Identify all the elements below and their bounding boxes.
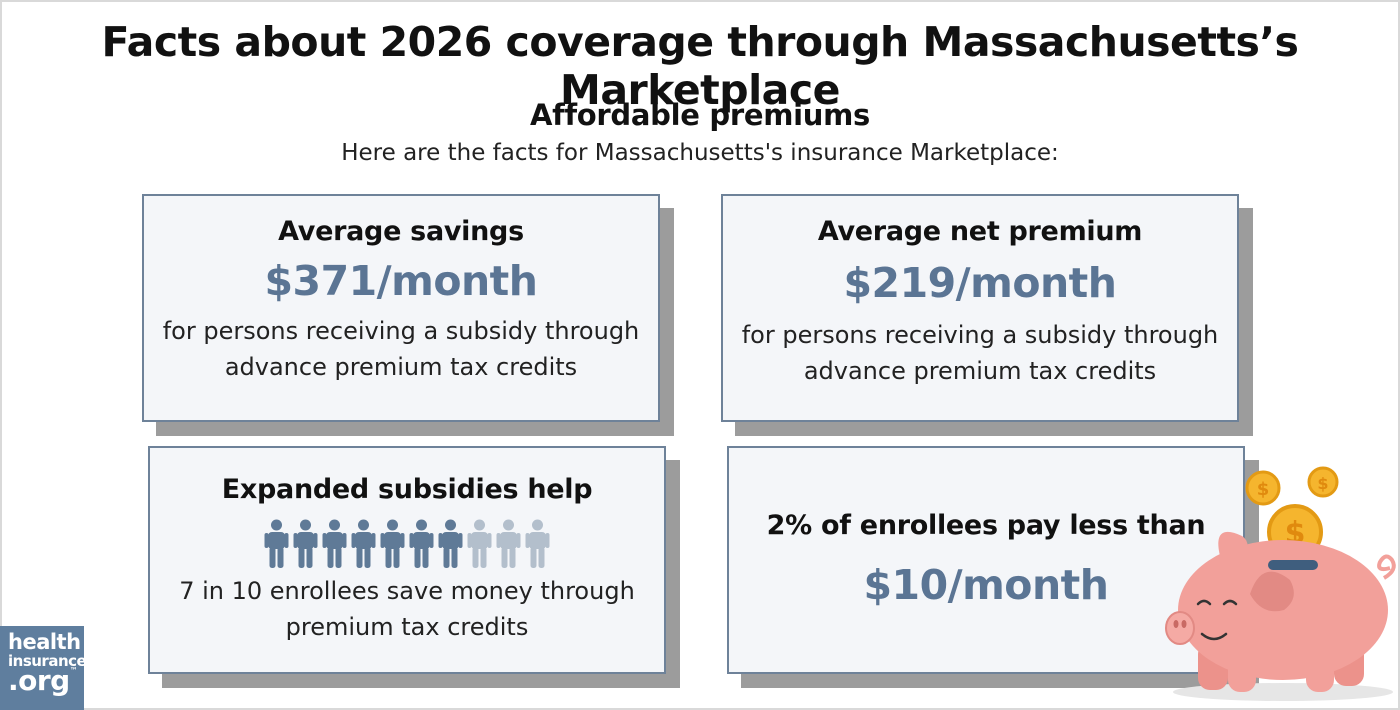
logo-line: health xyxy=(8,630,81,654)
piggy-bank-icon: $ $ $ xyxy=(1165,466,1396,701)
card-text-line: advance premium tax credits xyxy=(803,357,1157,385)
person-icon-highlighted xyxy=(322,519,347,568)
healthinsurance-org-logo: health insurance .org™ xyxy=(0,626,87,710)
person-icon-highlighted xyxy=(293,519,318,568)
average-net-premium-card: Average net premium $219/month for perso… xyxy=(721,194,1239,422)
person-icon xyxy=(525,519,550,568)
card-heading: Expanded subsidies help xyxy=(221,474,593,505)
svg-text:$: $ xyxy=(1317,474,1328,493)
coin-icon: $ xyxy=(1245,470,1281,506)
person-icon-highlighted xyxy=(380,519,405,568)
person-icon-highlighted xyxy=(264,519,289,568)
expanded-subsidies-card: Expanded subsidies help 7 in 10 enrollee… xyxy=(148,446,666,674)
coin-icon: $ xyxy=(1307,466,1339,498)
person-icon xyxy=(467,519,492,568)
people-pictogram xyxy=(150,519,664,569)
logo-line: .org xyxy=(8,664,70,697)
person-icon-highlighted xyxy=(351,519,376,568)
person-icon-highlighted xyxy=(409,519,434,568)
person-icon-highlighted xyxy=(438,519,463,568)
intro-text: Here are the facts for Massachusetts's i… xyxy=(341,140,1059,166)
card-text-line: advance premium tax credits xyxy=(224,353,578,381)
card-heading: Average savings xyxy=(278,216,524,247)
card-heading: 2% of enrollees pay less than xyxy=(766,510,1206,541)
svg-text:$: $ xyxy=(1257,479,1270,500)
page-title: Facts about 2026 coverage through Massac… xyxy=(101,18,1299,114)
person-icon xyxy=(496,519,521,568)
card-heading: Average net premium xyxy=(817,216,1143,247)
low-premium-enrollees-card: 2% of enrollees pay less than $10/month xyxy=(727,446,1245,674)
logo-line: insurance xyxy=(8,652,87,670)
card-text-line: premium tax credits xyxy=(285,613,529,641)
card-value: $10/month xyxy=(863,561,1109,609)
section-subtitle: Affordable premiums xyxy=(529,98,870,132)
average-savings-card: Average savings $371/month for persons r… xyxy=(142,194,660,422)
card-text-line: for persons receiving a subsidy through xyxy=(162,317,640,345)
card-value: $219/month xyxy=(843,259,1117,307)
trademark: ™ xyxy=(69,666,78,675)
card-value: $371/month xyxy=(264,257,538,305)
card-text-line: 7 in 10 enrollees save money through xyxy=(179,577,635,605)
card-text-line: for persons receiving a subsidy through xyxy=(741,321,1219,349)
